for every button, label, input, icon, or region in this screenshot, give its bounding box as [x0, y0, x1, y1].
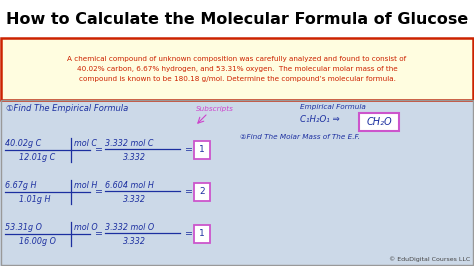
FancyBboxPatch shape: [194, 183, 210, 201]
Text: 40.02g C: 40.02g C: [5, 139, 41, 148]
Text: 1: 1: [199, 230, 205, 239]
Text: =: =: [95, 146, 103, 155]
Text: A chemical compound of unknown composition was carefully analyzed and found to c: A chemical compound of unknown compositi…: [67, 56, 407, 62]
Text: 12.01g C: 12.01g C: [19, 153, 55, 163]
Text: ①Find The Empirical Formula: ①Find The Empirical Formula: [6, 104, 128, 113]
Text: ②Find The Molar Mass of The E.F.: ②Find The Molar Mass of The E.F.: [240, 134, 360, 140]
Bar: [1, 100, 473, 265]
FancyBboxPatch shape: [194, 141, 210, 159]
Text: C₁H₂O₁ ⇒: C₁H₂O₁ ⇒: [300, 115, 340, 124]
Text: 3.332 mol O: 3.332 mol O: [105, 222, 154, 231]
Bar: [1, 38, 473, 100]
Text: mol O: mol O: [74, 223, 98, 232]
Text: Empirical Formula: Empirical Formula: [300, 104, 366, 110]
Text: 3.332: 3.332: [123, 196, 146, 205]
Text: CH₂O: CH₂O: [366, 117, 392, 127]
Text: Subscripts: Subscripts: [196, 106, 234, 112]
Text: 16.00g O: 16.00g O: [19, 238, 56, 247]
Text: mol H: mol H: [74, 181, 97, 190]
Text: =: =: [185, 230, 193, 239]
Text: 40.02% carbon, 6.67% hydrogen, and 53.31% oxygen.  The molecular molar mass of t: 40.02% carbon, 6.67% hydrogen, and 53.31…: [77, 66, 397, 72]
Text: 6.67g H: 6.67g H: [5, 181, 36, 190]
Text: compound is known to be 180.18 g/mol. Determine the compound’s molecular formula: compound is known to be 180.18 g/mol. De…: [79, 76, 395, 82]
Text: © EduDigital Courses LLC: © EduDigital Courses LLC: [389, 256, 470, 262]
Text: =: =: [185, 188, 193, 197]
Text: 3.332 mol C: 3.332 mol C: [105, 139, 154, 148]
Text: 53.31g O: 53.31g O: [5, 223, 42, 232]
Text: =: =: [95, 188, 103, 197]
Text: =: =: [95, 230, 103, 239]
FancyBboxPatch shape: [194, 225, 210, 243]
Text: How to Calculate the Molecular Formula of Glucose: How to Calculate the Molecular Formula o…: [6, 11, 468, 27]
Text: 6.604 mol H: 6.604 mol H: [105, 181, 154, 189]
Text: 3.332: 3.332: [123, 238, 146, 247]
Text: mol C: mol C: [74, 139, 97, 148]
FancyBboxPatch shape: [359, 113, 399, 131]
Bar: [0, 99, 474, 266]
Text: =: =: [185, 146, 193, 155]
Text: 1: 1: [199, 146, 205, 155]
Text: 1.01g H: 1.01g H: [19, 196, 51, 205]
Text: 3.332: 3.332: [123, 153, 146, 163]
Bar: [0, 0, 474, 38]
Text: 2: 2: [199, 188, 205, 197]
